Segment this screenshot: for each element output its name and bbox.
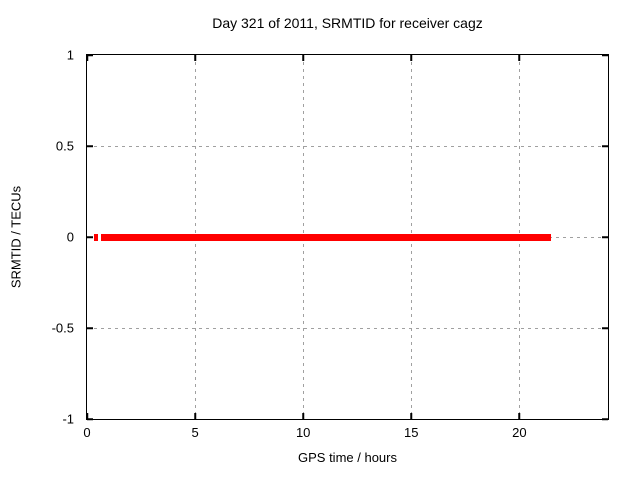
- y-gridline: [87, 145, 608, 147]
- y-tick-mark: [87, 54, 93, 56]
- x-tick-mark: [302, 55, 304, 61]
- x-tick-label: 10: [295, 425, 311, 440]
- x-axis-label: GPS time / hours: [298, 450, 397, 465]
- x-tick-mark: [410, 55, 413, 61]
- x-tick-mark: [518, 55, 521, 61]
- plot-area: 0 5 10 15 20 -1 -0.5 0 0.5 1: [52, 48, 609, 440]
- y-axis-label: SRMTID / TECUs: [8, 185, 24, 289]
- x-tick-label: 15: [404, 425, 419, 440]
- y-tick-label: 1: [66, 47, 74, 63]
- y-tick-mark: [87, 327, 93, 329]
- data-line-segment: [93, 233, 99, 241]
- y-tick-label: 0: [66, 229, 74, 245]
- y-tick-label: -1: [62, 411, 74, 427]
- x-tick-mark: [194, 55, 196, 61]
- x-tick-mark: [86, 55, 88, 61]
- x-tick-mark: [302, 413, 304, 419]
- x-tick-mark: [86, 413, 88, 419]
- chart-title: Day 321 of 2011, SRMTID for receiver cag…: [212, 15, 483, 31]
- y-tick-mark: [602, 54, 608, 56]
- y-tick-label: -0.5: [51, 320, 74, 336]
- y-tick-mark: [87, 236, 93, 238]
- y-tick-mark: [602, 145, 608, 147]
- x-tick-label: 20: [512, 425, 527, 440]
- y-tick-mark: [602, 327, 608, 329]
- x-tick-mark: [518, 413, 521, 419]
- x-tick-mark: [194, 413, 196, 419]
- x-tick-label: 5: [191, 425, 199, 440]
- y-tick-mark: [602, 236, 608, 238]
- data-line-segment: [100, 233, 552, 241]
- y-tick-label: 0.5: [55, 138, 74, 154]
- y-gridline: [87, 327, 608, 329]
- x-tick-mark: [410, 413, 413, 419]
- y-tick-mark: [87, 145, 93, 147]
- x-tick-label: 0: [83, 425, 91, 440]
- y-tick-mark: [87, 418, 93, 420]
- y-tick-mark: [602, 418, 608, 420]
